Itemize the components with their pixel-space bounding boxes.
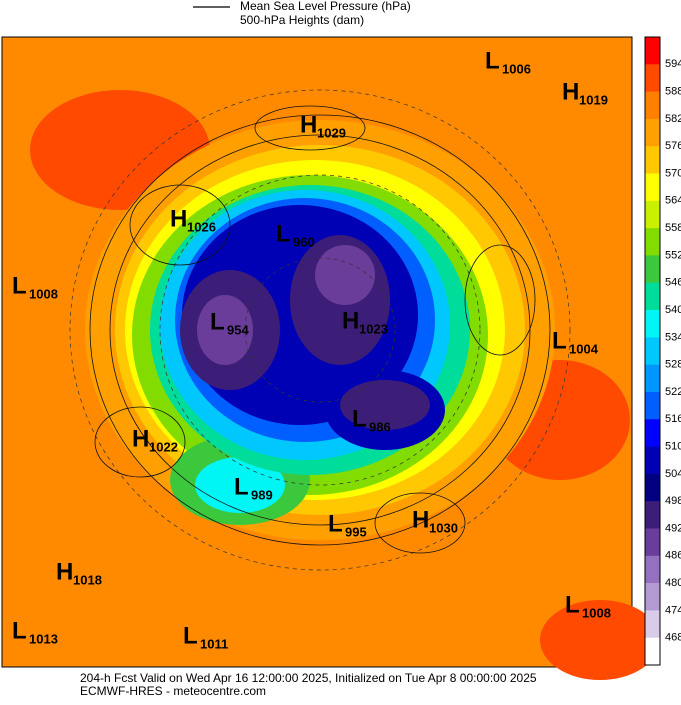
colorbar-label: 492 — [665, 522, 681, 534]
center-letter: H — [170, 205, 187, 232]
colorbar-band — [645, 637, 660, 666]
colorbar-label: 498 — [665, 495, 681, 507]
colorbar-band — [645, 200, 660, 229]
center-letter: L — [352, 405, 367, 432]
center-value: 1008 — [29, 286, 58, 301]
center-letter: H — [132, 425, 149, 452]
center-letter: L — [565, 591, 580, 618]
center-letter: H — [56, 558, 73, 585]
center-letter: L — [234, 473, 249, 500]
colorbar-label: 528 — [665, 359, 681, 371]
legend-label: Mean Sea Level Pressure (hPa) — [240, 0, 411, 13]
colorbar-label: 552 — [665, 249, 681, 261]
colorbar-label: 534 — [665, 331, 681, 343]
colorbar-band — [645, 282, 660, 311]
center-letter: L — [210, 308, 225, 335]
colorbar-label: 588 — [665, 86, 681, 98]
colorbar-label: 516 — [665, 413, 681, 425]
center-value: 1018 — [73, 572, 102, 587]
colorbar-label: 540 — [665, 304, 681, 316]
colorbar-label: 594 — [665, 58, 681, 70]
center-value: 1006 — [502, 61, 531, 76]
center-value: 1029 — [317, 125, 346, 140]
colorbar-band — [645, 337, 660, 365]
colorbar-label: 510 — [665, 440, 681, 452]
center-letter: H — [412, 506, 429, 533]
center-value: 954 — [227, 322, 249, 337]
center-value: 960 — [293, 234, 315, 249]
center-letter: L — [328, 510, 343, 537]
colorbar: 594 588 582 576 570 564 558 552 546 540 534 528 522 5… — [644, 36, 681, 666]
center-value: 1022 — [149, 439, 178, 454]
colorbar-label: 522 — [665, 386, 681, 398]
colorbar-label: 486 — [665, 550, 681, 562]
center-value: 1004 — [569, 341, 599, 356]
colorbar-band — [645, 583, 660, 611]
footer-text: 204-h Fcst Valid on Wed Apr 16 12:00:00 … — [80, 671, 537, 685]
colorbar-band — [645, 173, 660, 202]
legend-label: 500-hPa Heights (dam) — [240, 13, 364, 27]
colorbar-band — [645, 255, 660, 284]
colorbar-label: 558 — [665, 222, 681, 234]
center-letter: L — [485, 47, 500, 74]
center-letter: L — [276, 220, 291, 247]
colorbar-label: 546 — [665, 277, 681, 289]
colorbar-band — [645, 446, 660, 475]
footer-text: ECMWF-HRES - meteocentre.com — [80, 684, 266, 698]
center-value: 1013 — [29, 631, 58, 646]
center-letter: H — [300, 111, 317, 138]
center-letter: L — [12, 272, 27, 299]
center-letter: L — [183, 622, 198, 649]
center-value: 1030 — [429, 520, 458, 535]
colorbar-band — [645, 37, 660, 65]
colorbar-frame — [644, 36, 661, 666]
colorbar-band — [645, 391, 660, 420]
colorbar-band — [645, 364, 660, 393]
center-value: 989 — [251, 487, 273, 502]
colorbar-band — [645, 228, 660, 256]
colorbar-label: 468 — [665, 632, 681, 644]
center-value: 995 — [345, 524, 367, 539]
colorbar-label: 576 — [665, 140, 681, 152]
colorbar-label: 474 — [665, 604, 681, 616]
center-value: 1008 — [582, 605, 611, 620]
colorbar-band — [645, 528, 660, 557]
colorbar-label: 570 — [665, 167, 681, 179]
map — [1, 36, 660, 680]
colorbar-band — [645, 473, 660, 502]
colorbar-band — [645, 118, 660, 147]
colorbar-band — [645, 555, 660, 584]
center-value: 1026 — [187, 219, 216, 234]
center-letter: L — [552, 327, 567, 354]
center-letter: H — [562, 78, 579, 105]
center-value: 1011 — [200, 636, 228, 651]
colorbar-label: 504 — [665, 468, 681, 480]
colorbar-band — [645, 91, 660, 120]
center-value: 1019 — [579, 92, 608, 107]
colorbar-band — [645, 310, 660, 338]
colorbar-label: 564 — [665, 195, 681, 207]
colorbar-band — [645, 610, 660, 638]
center-letter: L — [12, 617, 27, 644]
colorbar-label: 582 — [665, 113, 681, 125]
colorbar-band — [645, 419, 660, 447]
colorbar-band — [645, 64, 660, 92]
center-value: 986 — [369, 419, 391, 434]
colorbar-label: 480 — [665, 577, 681, 589]
colorbar-band — [645, 501, 660, 529]
colorbar-band — [645, 146, 660, 174]
center-letter: H — [342, 307, 359, 334]
center-value: 1023 — [359, 321, 388, 336]
